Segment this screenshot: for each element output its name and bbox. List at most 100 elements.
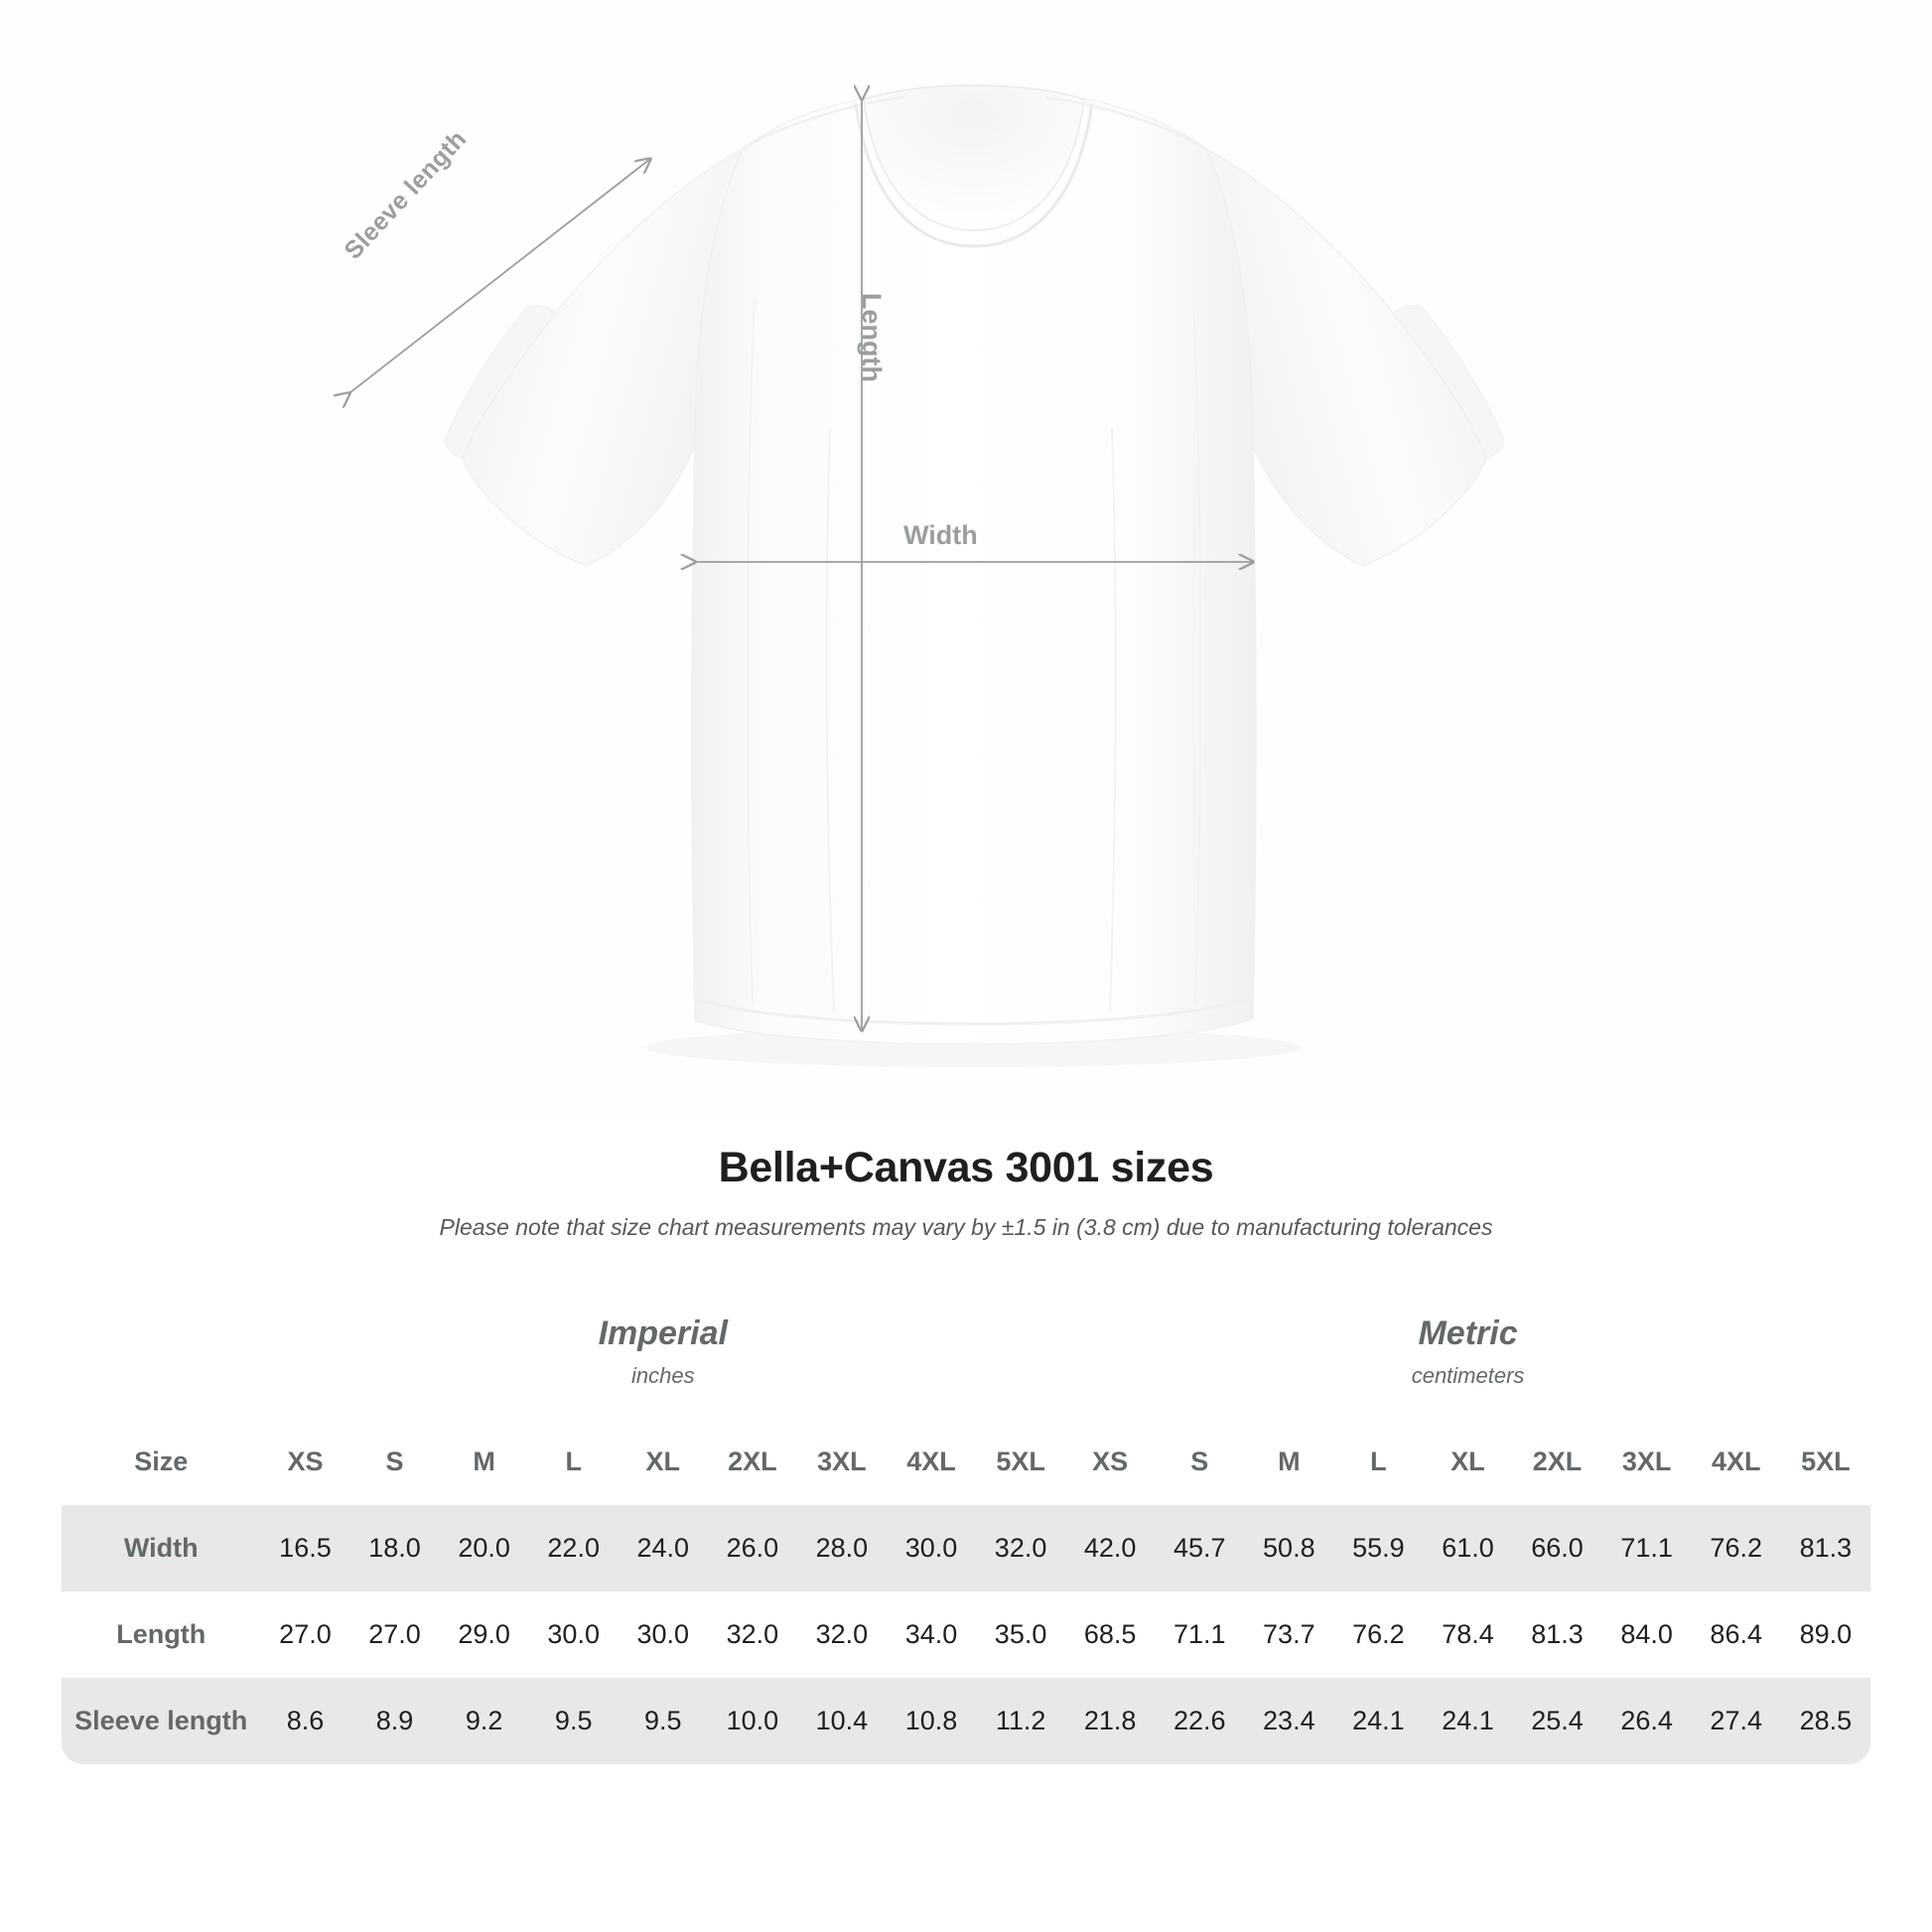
size-header-metric-5xl: 5XL (1780, 1419, 1870, 1505)
fabric-folds (746, 297, 1202, 1014)
cell-sleeve-length-metric-2xl: 25.4 (1512, 1678, 1602, 1764)
cell-width-metric-5xl: 81.3 (1780, 1505, 1870, 1591)
size-header-label: Size (62, 1419, 261, 1505)
unit-subtitle: inches (630, 1363, 695, 1388)
cell-width-metric-xl: 61.0 (1423, 1505, 1513, 1591)
size-header-imperial-3xl: 3XL (796, 1419, 887, 1505)
shirt-cuff-right (1392, 305, 1505, 460)
cell-width-metric-m: 50.8 (1244, 1505, 1334, 1591)
size-header-metric-xl: XL (1423, 1419, 1513, 1505)
cell-width-imperial-l: 22.0 (528, 1505, 619, 1591)
cell-length-imperial-4xl: 34.0 (886, 1591, 977, 1678)
cell-width-metric-2xl: 66.0 (1512, 1505, 1602, 1591)
shirt-hem (694, 995, 1254, 1026)
cell-width-imperial-s: 18.0 (349, 1505, 440, 1591)
row-label-length: Length (62, 1591, 261, 1678)
cell-length-metric-l: 76.2 (1333, 1591, 1424, 1678)
cell-width-imperial-4xl: 30.0 (886, 1505, 977, 1591)
cell-width-imperial-m: 20.0 (439, 1505, 529, 1591)
cell-width-metric-4xl: 76.2 (1691, 1505, 1781, 1591)
page-title: Bella+Canvas 3001 sizes (718, 1144, 1214, 1191)
row-label-width: Width (62, 1505, 261, 1591)
shirt-collar (863, 84, 1085, 231)
cell-sleeve-length-imperial-xl: 9.5 (618, 1678, 708, 1764)
size-header-imperial-s: S (349, 1419, 440, 1505)
cell-length-metric-m: 73.7 (1244, 1591, 1334, 1678)
size-table-wrapper: Imperial inches Metric centimeters Size XS S M L… (0, 1241, 1932, 1764)
cell-sleeve-length-metric-s: 22.6 (1155, 1678, 1245, 1764)
unit-header-spacer (62, 1281, 261, 1419)
cell-length-imperial-xl: 30.0 (618, 1591, 708, 1678)
cell-length-metric-xs: 68.5 (1065, 1591, 1156, 1678)
length-annotation: Length (857, 293, 887, 382)
cell-width-imperial-2xl: 26.0 (707, 1505, 797, 1591)
unit-header-imperial: Imperial inches (260, 1281, 1066, 1419)
cell-sleeve-length-metric-l: 24.1 (1333, 1678, 1424, 1764)
cell-length-imperial-xs: 27.0 (260, 1591, 350, 1678)
size-header-imperial-xl: XL (618, 1419, 708, 1505)
cell-width-imperial-xs: 16.5 (260, 1505, 350, 1591)
width-annotation: Width (903, 520, 978, 550)
shoulder-seam-left (742, 95, 904, 151)
cell-sleeve-length-imperial-3xl: 10.4 (796, 1678, 887, 1764)
size-header-metric-3xl: 3XL (1601, 1419, 1692, 1505)
cell-width-metric-3xl: 71.1 (1601, 1505, 1692, 1591)
cell-length-metric-5xl: 89.0 (1780, 1591, 1870, 1678)
row-label-sleeve-length: Sleeve length (62, 1678, 261, 1764)
cell-width-metric-s: 45.7 (1155, 1505, 1245, 1591)
cell-sleeve-length-imperial-4xl: 10.8 (886, 1678, 977, 1764)
size-header-row: Size XS S M L XL 2XL 3XL 4XL 5XL XS S M L XL 2XL 3XL 4XL 5… (62, 1419, 1870, 1505)
title-block: Bella+Canvas 3001 sizes Please note that… (0, 1122, 1932, 1241)
cell-sleeve-length-metric-xs: 21.8 (1065, 1678, 1156, 1764)
cell-length-metric-s: 71.1 (1155, 1591, 1245, 1678)
size-header-imperial-2xl: 2XL (707, 1419, 797, 1505)
tshirt-photo (444, 84, 1505, 1045)
cell-width-imperial-xl: 24.0 (618, 1505, 708, 1591)
table-row: Length 27.0 27.0 29.0 30.0 30.0 32.0 32.0 34.0 35… (62, 1591, 1870, 1678)
cell-length-metric-4xl: 86.4 (1691, 1591, 1781, 1678)
table-row: Width 16.5 18.0 20.0 22.0 24.0 26.0 28.0 30.0 32.… (62, 1505, 1870, 1591)
size-header-metric-2xl: 2XL (1512, 1419, 1602, 1505)
size-chart-table: Imperial inches Metric centimeters Size XS S M L… (62, 1281, 1870, 1764)
size-header-imperial-xs: XS (260, 1419, 350, 1505)
cell-length-imperial-s: 27.0 (349, 1591, 440, 1678)
unit-subtitle: centimeters (1411, 1363, 1525, 1388)
cell-length-imperial-3xl: 32.0 (796, 1591, 887, 1678)
cell-length-imperial-2xl: 32.0 (707, 1591, 797, 1678)
cell-length-metric-xl: 78.4 (1423, 1591, 1513, 1678)
shoulder-seam-right (1044, 95, 1207, 151)
cell-length-metric-3xl: 84.0 (1601, 1591, 1692, 1678)
cell-sleeve-length-imperial-5xl: 11.2 (976, 1678, 1066, 1764)
cell-sleeve-length-imperial-xs: 8.6 (260, 1678, 350, 1764)
unit-header-metric: Metric centimeters (1065, 1281, 1870, 1419)
unit-name: Metric (1418, 1314, 1518, 1352)
size-header-metric-l: L (1333, 1419, 1424, 1505)
tshirt-illustration: Sleeve length Length Width (333, 84, 1505, 1045)
size-header-metric-m: M (1244, 1419, 1334, 1505)
cell-width-imperial-5xl: 32.0 (976, 1505, 1066, 1591)
cell-length-metric-2xl: 81.3 (1512, 1591, 1602, 1678)
size-header-imperial-4xl: 4XL (886, 1419, 977, 1505)
size-header-imperial-m: M (439, 1419, 529, 1505)
shirt-sleeve-right (1204, 147, 1487, 567)
cell-width-metric-xs: 42.0 (1065, 1505, 1156, 1591)
unit-name: Imperial (598, 1314, 728, 1352)
size-header-imperial-l: L (528, 1419, 619, 1505)
cell-sleeve-length-imperial-s: 8.9 (349, 1678, 440, 1764)
cell-sleeve-length-metric-4xl: 27.4 (1691, 1678, 1781, 1764)
cell-width-imperial-3xl: 28.0 (796, 1505, 887, 1591)
size-header-imperial-5xl: 5XL (976, 1419, 1066, 1505)
tolerance-note: Please note that size chart measurements… (439, 1214, 1493, 1240)
cell-sleeve-length-imperial-m: 9.2 (439, 1678, 529, 1764)
cell-sleeve-length-metric-5xl: 28.5 (1780, 1678, 1870, 1764)
cell-sleeve-length-imperial-l: 9.5 (528, 1678, 619, 1764)
shirt-collar-seam (854, 102, 1094, 248)
cell-sleeve-length-metric-m: 23.4 (1244, 1678, 1334, 1764)
cell-length-imperial-m: 29.0 (439, 1591, 529, 1678)
unit-header-row: Imperial inches Metric centimeters (62, 1281, 1870, 1419)
size-header-metric-xs: XS (1065, 1419, 1156, 1505)
table-row: Sleeve length 8.6 8.9 9.2 9.5 9.5 10.0 10.4 10.8… (62, 1678, 1870, 1764)
cell-sleeve-length-metric-xl: 24.1 (1423, 1678, 1513, 1764)
size-header-metric-4xl: 4XL (1691, 1419, 1781, 1505)
size-header-metric-s: S (1155, 1419, 1245, 1505)
